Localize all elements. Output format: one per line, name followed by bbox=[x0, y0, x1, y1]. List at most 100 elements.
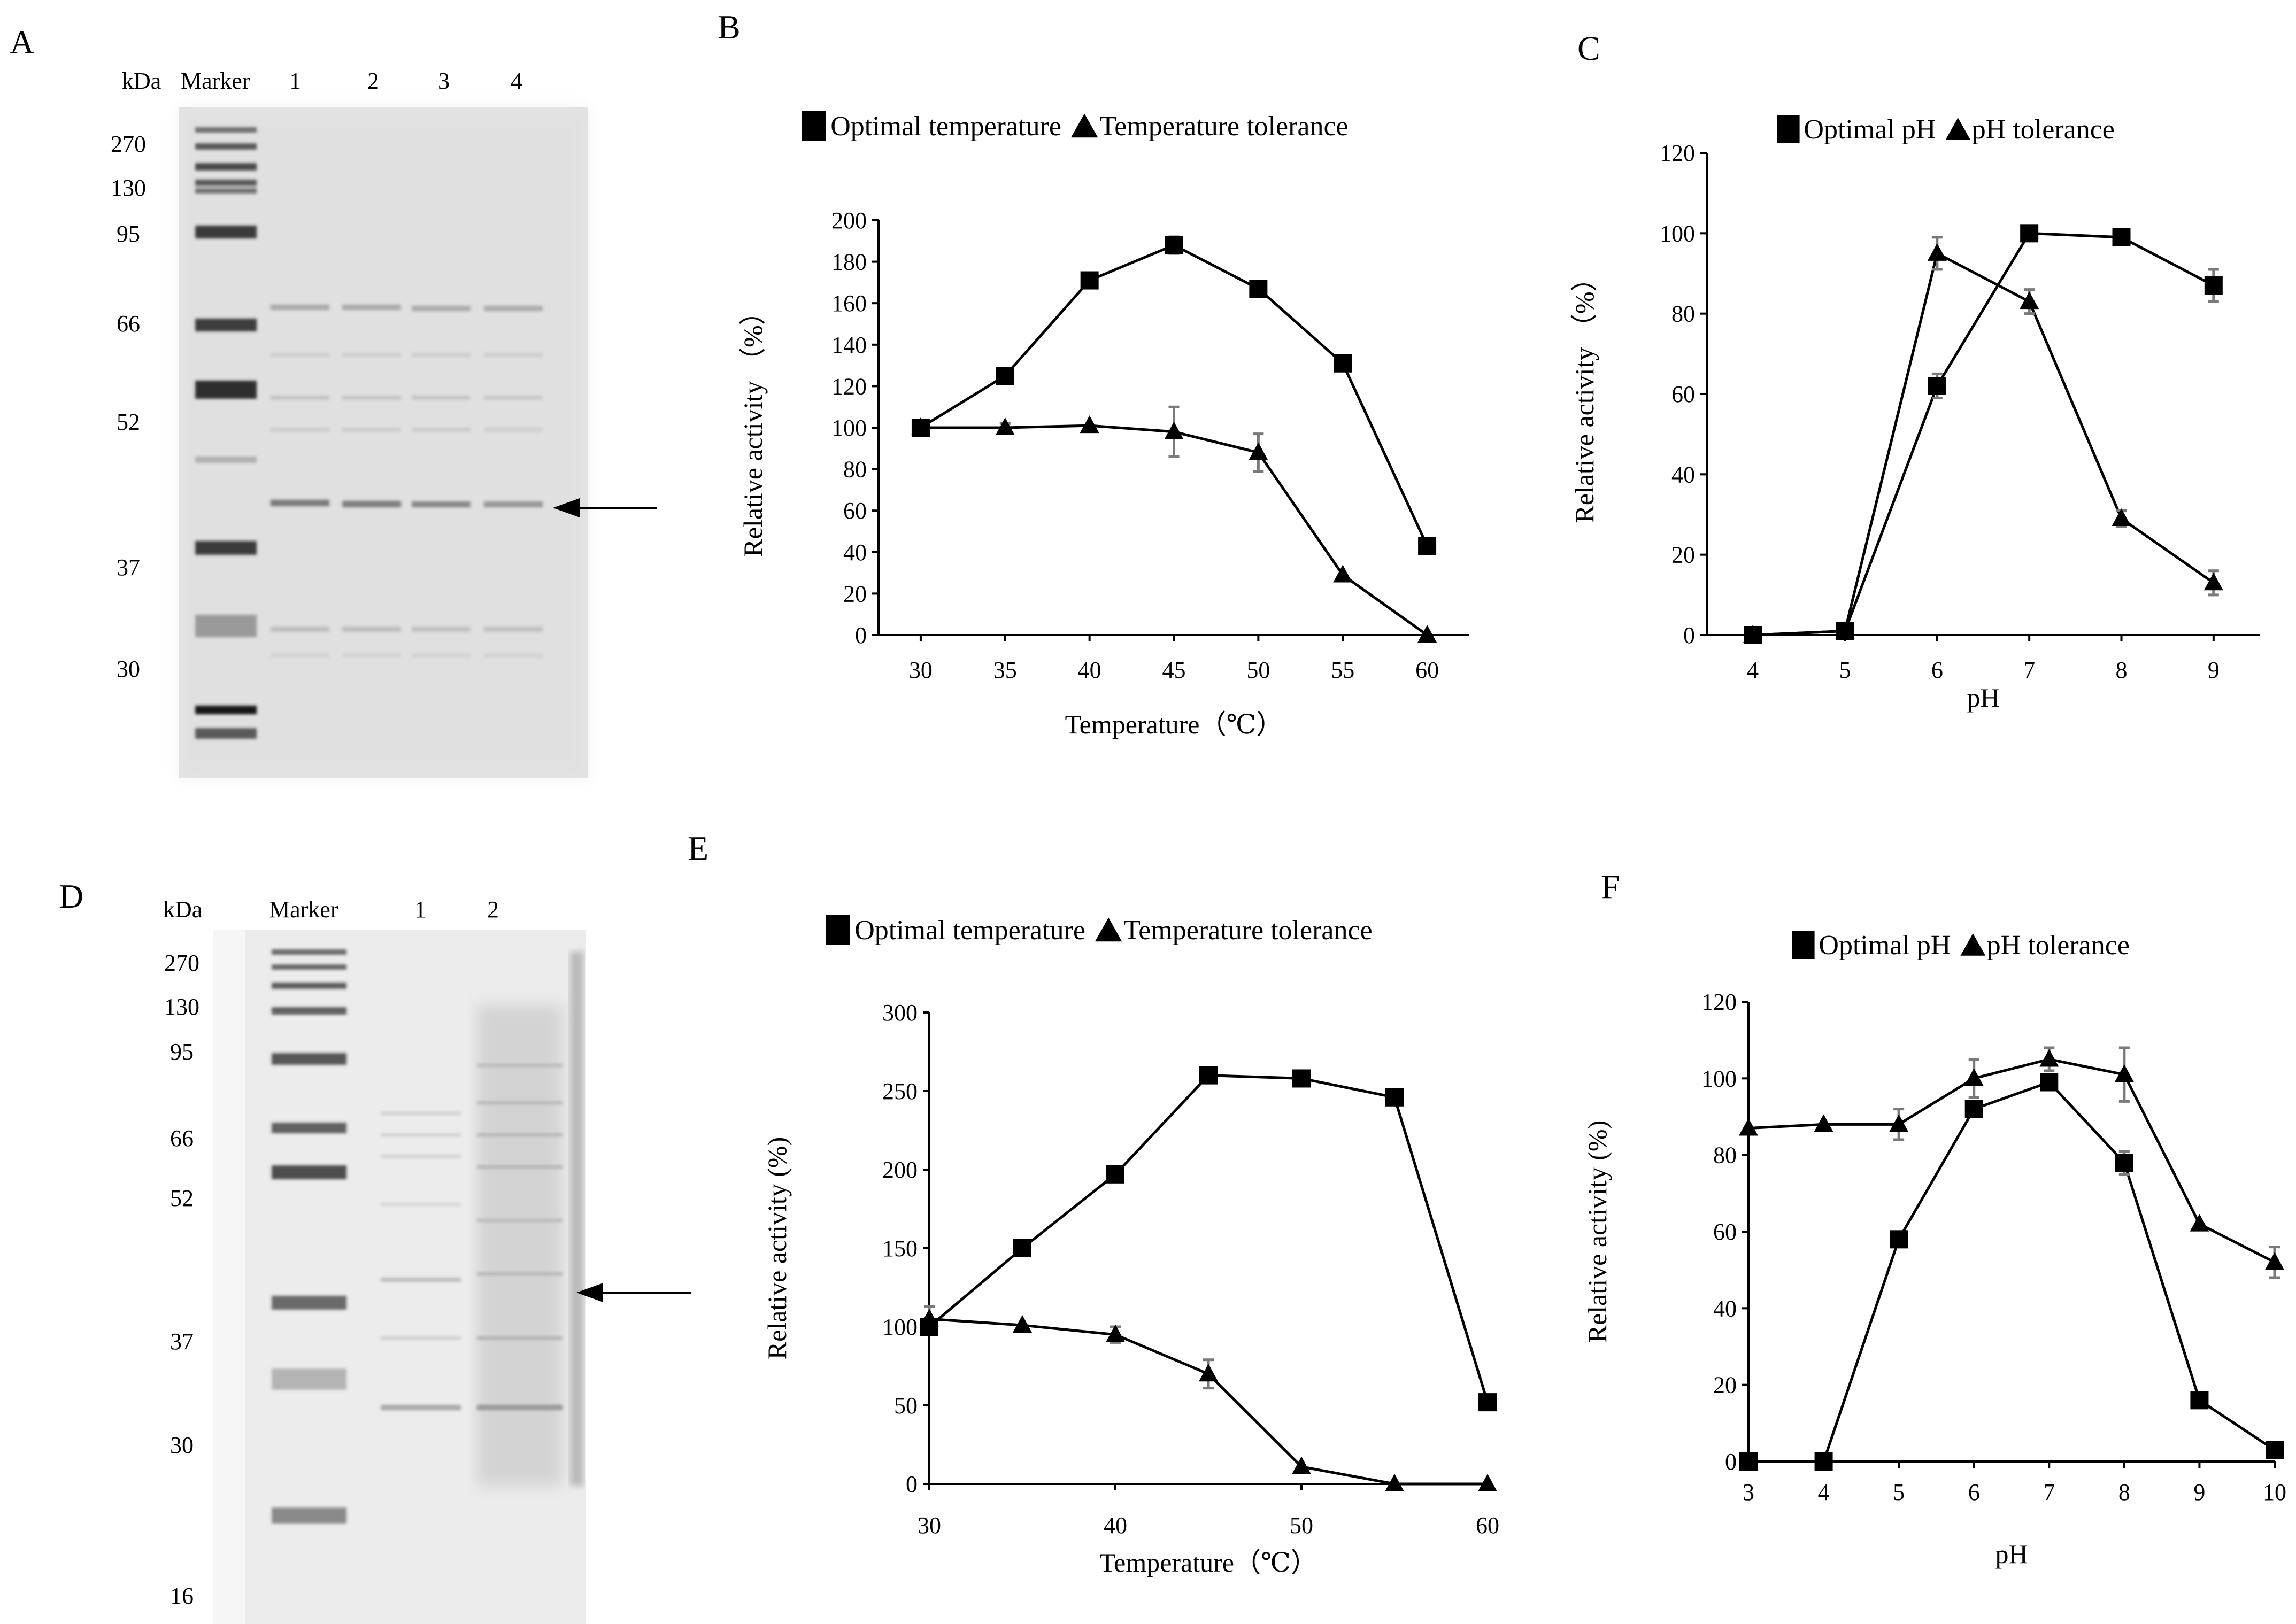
data-point-triangle bbox=[1889, 1114, 1909, 1132]
data-point-triangle bbox=[920, 1309, 939, 1327]
data-point-triangle bbox=[1814, 1114, 1833, 1132]
y-axis-title: Relative activity （%） bbox=[1569, 265, 1599, 523]
data-point-square bbox=[2204, 276, 2223, 295]
data-point-square bbox=[1199, 1066, 1218, 1085]
data-point-square bbox=[2020, 224, 2039, 243]
gel-a-image bbox=[179, 107, 588, 778]
data-point-triangle bbox=[1164, 421, 1184, 439]
x-axis-title: pH bbox=[1967, 683, 1999, 713]
panel-letter-d: D bbox=[59, 877, 83, 915]
y-tick-label: 120 bbox=[831, 373, 867, 399]
gel-a-marker-size: 37 bbox=[117, 554, 140, 581]
gel-a-marker-size: 52 bbox=[117, 409, 140, 435]
y-tick-label: 20 bbox=[1671, 542, 1695, 568]
x-tick-label: 60 bbox=[1415, 657, 1439, 683]
legend-square-icon bbox=[826, 915, 850, 945]
y-tick-label: 80 bbox=[1713, 1142, 1737, 1169]
data-point-square bbox=[2190, 1391, 2209, 1410]
y-tick-label: 60 bbox=[843, 498, 867, 524]
x-tick-label: 7 bbox=[2043, 1479, 2055, 1505]
y-tick-label: 150 bbox=[882, 1235, 918, 1262]
y-axis-title: Relative activity (%) bbox=[762, 1137, 792, 1360]
data-point-triangle bbox=[1417, 625, 1437, 643]
x-axis-title: Temperature（℃） bbox=[1099, 1548, 1317, 1577]
gel-d-kda-label: kDa bbox=[163, 896, 202, 923]
legend-label: Optimal pH bbox=[1804, 114, 1936, 145]
y-tick-label: 250 bbox=[882, 1078, 918, 1104]
y-tick-label: 120 bbox=[1701, 989, 1737, 1015]
gel-a-kda-label: kDa bbox=[122, 68, 161, 94]
x-tick-label: 50 bbox=[1246, 657, 1270, 683]
gel-d-marker-size: 66 bbox=[170, 1125, 194, 1151]
gel-d-marker-label: Marker bbox=[269, 896, 338, 923]
y-tick-label: 200 bbox=[831, 207, 867, 234]
gel-d-lane-1-label: 1 bbox=[414, 896, 426, 923]
x-tick-label: 35 bbox=[993, 657, 1017, 683]
legend-label: pH tolerance bbox=[1972, 114, 2115, 145]
y-tick-label: 100 bbox=[882, 1314, 918, 1340]
legend-label: pH tolerance bbox=[1987, 930, 2130, 961]
x-tick-label: 8 bbox=[2116, 657, 2128, 683]
panel-d: D kDa Marker 1 2 270 130 95 66 52 37 30 … bbox=[59, 877, 691, 1624]
x-tick-label: 7 bbox=[2023, 657, 2035, 683]
x-tick-label: 55 bbox=[1331, 657, 1354, 683]
data-point-square bbox=[996, 367, 1014, 385]
x-tick-label: 30 bbox=[918, 1512, 941, 1538]
series-line-triangle bbox=[1753, 251, 2215, 637]
data-point-square bbox=[1249, 280, 1268, 298]
x-tick-label: 8 bbox=[2118, 1479, 2130, 1505]
data-point-square bbox=[1928, 376, 1946, 395]
y-tick-label: 20 bbox=[1713, 1372, 1737, 1398]
gel-a-lane-4-label: 4 bbox=[511, 68, 522, 94]
data-point-triangle bbox=[995, 417, 1015, 435]
y-tick-label: 0 bbox=[906, 1471, 918, 1497]
series-line-square bbox=[1748, 1080, 2276, 1463]
data-point-square bbox=[1292, 1069, 1311, 1088]
gel-a-marker-size: 30 bbox=[117, 656, 140, 682]
data-point-triangle bbox=[1478, 1474, 1497, 1491]
data-point-square bbox=[1478, 1393, 1497, 1412]
panel-letter-a: A bbox=[10, 23, 34, 61]
legend-triangle-icon bbox=[1095, 917, 1122, 942]
legend-square-icon bbox=[802, 111, 826, 141]
series-line-square bbox=[920, 243, 1429, 547]
x-axis-title: pH bbox=[1995, 1539, 2028, 1569]
chart-c-optimal-ph: 0 20 40 60 80 100 120 4 5 6 7 8 9 pH Relative activity… bbox=[1569, 114, 2260, 713]
x-tick-label: 40 bbox=[1104, 1512, 1127, 1538]
chart-b-optimal-temperature: 0 20 40 60 80 100 120 140 160 180 200 30 35 40 45 50 55 6… bbox=[738, 111, 1469, 739]
legend-triangle-icon bbox=[1960, 933, 1986, 956]
y-tick-label: 0 bbox=[1725, 1449, 1737, 1475]
x-tick-label: 60 bbox=[1476, 1512, 1499, 1538]
legend: Optimal temperature Temperature tolerance bbox=[802, 111, 1349, 142]
y-tick-label: 300 bbox=[882, 1000, 918, 1026]
x-axis-title: Temperature（℃） bbox=[1065, 709, 1283, 739]
y-tick-label: 80 bbox=[1671, 301, 1695, 327]
y-tick-label: 180 bbox=[831, 249, 867, 275]
data-point-square bbox=[1964, 1100, 1983, 1118]
data-point-square bbox=[2040, 1073, 2059, 1092]
x-tick-label: 5 bbox=[1839, 657, 1851, 683]
gel-d-marker-size: 30 bbox=[170, 1432, 194, 1458]
x-tick-label: 5 bbox=[1893, 1479, 1905, 1505]
data-point-square bbox=[1165, 236, 1183, 254]
legend-label: Optimal temperature bbox=[854, 915, 1085, 946]
x-tick-label: 4 bbox=[1818, 1479, 1830, 1505]
data-point-triangle bbox=[2114, 1064, 2134, 1082]
legend: Optimal temperature Temperature tolerance bbox=[826, 915, 1373, 946]
gel-a-marker-label: Marker bbox=[181, 68, 250, 94]
y-tick-label: 100 bbox=[1660, 220, 1695, 246]
x-tick-label: 6 bbox=[1931, 657, 1943, 683]
gel-d-marker-size: 52 bbox=[170, 1185, 194, 1211]
y-tick-label: 60 bbox=[1671, 381, 1695, 407]
legend-square-icon bbox=[1792, 931, 1815, 959]
panel-letter-f: F bbox=[1601, 868, 1620, 906]
data-point-square bbox=[1385, 1088, 1404, 1107]
data-point-square bbox=[1814, 1452, 1833, 1471]
gel-a-marker-size: 270 bbox=[111, 131, 146, 157]
legend-label: Optimal temperature bbox=[830, 111, 1061, 142]
data-point-square bbox=[1013, 1239, 1031, 1257]
legend: Optimal pH pH tolerance bbox=[1792, 930, 2130, 961]
legend-triangle-icon bbox=[1070, 113, 1098, 138]
x-tick-label: 10 bbox=[2263, 1479, 2286, 1505]
gel-d-marker-size: 37 bbox=[170, 1328, 194, 1355]
